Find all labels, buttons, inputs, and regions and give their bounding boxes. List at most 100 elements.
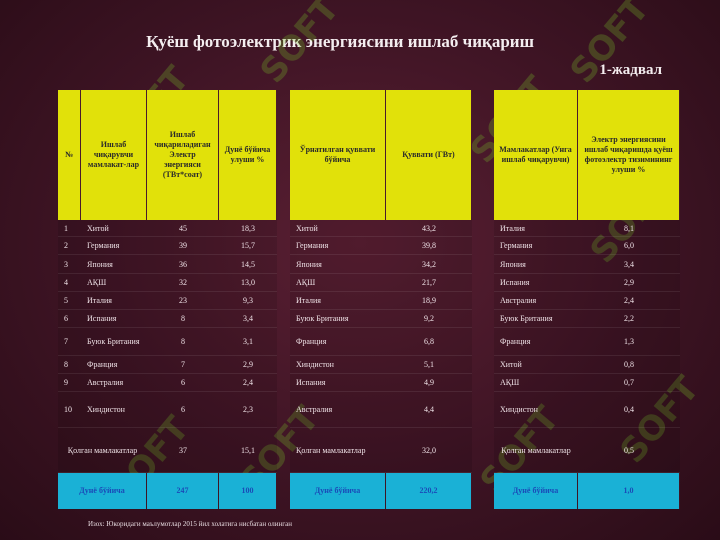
table-row: [494, 392, 680, 428]
footer-label-2: Дунё бўйича: [290, 473, 386, 509]
energy-value: 45: [179, 223, 187, 233]
footer-total-energy: 247: [147, 473, 219, 509]
header-share: Дунё бўйича улуши %: [219, 90, 277, 220]
producer-country: Франция: [87, 360, 118, 369]
capacity-value: 21,7: [422, 278, 436, 287]
table-row: [494, 220, 680, 237]
source-note: Изох: Юкоридаги маълумотлар 2015 йил хол…: [88, 520, 293, 528]
table-row: [494, 428, 680, 473]
grid-country: Испания: [500, 278, 530, 287]
table-row: [58, 274, 277, 292]
capacity-value: 5,1: [424, 360, 434, 369]
grid-share-value: 6,0: [624, 241, 634, 250]
share-value: 2,4: [243, 378, 253, 387]
capacity-value: 39,8: [422, 241, 436, 250]
footer-world-share: 1,0: [578, 473, 680, 509]
share-value: 2,3: [243, 405, 253, 414]
table-row: [290, 255, 472, 274]
share-value: 14,5: [241, 259, 255, 269]
row-number: 9: [64, 378, 68, 387]
row-number: 4: [64, 278, 68, 287]
energy-value: 32: [179, 278, 187, 287]
row-number: 7: [64, 337, 68, 346]
header-countries: Мамлакатлар (Унга ишлаб чиқарувчи): [494, 90, 578, 220]
capacity-value: 34,2: [422, 259, 436, 269]
table-row: [58, 428, 277, 473]
table-row: [494, 237, 680, 255]
installed-country: АҚШ: [296, 278, 316, 287]
grid-share-value: 0,4: [624, 405, 634, 414]
grid-country: Хиндистон: [500, 405, 538, 414]
capacity-value: 9,2: [424, 314, 434, 323]
capacity-value: 4,4: [424, 405, 434, 414]
grid-share-value: 3,4: [624, 259, 634, 269]
footer-total-capacity: 220,2: [386, 473, 472, 509]
table-row: [58, 220, 277, 237]
table-row: [290, 374, 472, 392]
energy-value: 36: [179, 259, 187, 269]
header-energy: Ишлаб чиқариладиган Электр энергияси (ТВ…: [147, 90, 219, 220]
installed-country: Австралия: [296, 405, 333, 414]
share-value: 18,3: [241, 223, 255, 233]
row-number: 3: [64, 259, 68, 269]
table-row: [290, 356, 472, 374]
grid-share-value: 1,3: [624, 337, 634, 346]
installed-country: Қолган мамлакатлар: [296, 445, 366, 455]
header-num: №: [58, 90, 81, 220]
capacity-value: 43,2: [422, 223, 436, 233]
grid-country: Хитой: [500, 360, 522, 369]
table-row: [290, 292, 472, 310]
energy-value: 8: [181, 314, 185, 323]
page-title: Қуёш фотоэлектрик энергиясини ишлаб чиқа…: [146, 32, 534, 51]
header-installed: Ўрнатилган қуввати бўйича: [290, 90, 386, 220]
grid-country: Франция: [500, 337, 531, 346]
grid-country: Италия: [500, 223, 525, 233]
share-value: 15,7: [241, 241, 255, 250]
energy-value: 23: [179, 296, 187, 305]
header-capacity: Қуввати (ГВт): [386, 90, 472, 220]
capacity-value: 18,9: [422, 296, 436, 305]
producer-country: Хитой: [87, 223, 109, 233]
table-row: [58, 374, 277, 392]
table-row: [494, 274, 680, 292]
energy-value: 6: [181, 405, 185, 414]
grid-country: Буюк Британия: [500, 314, 553, 323]
table-row: [58, 392, 277, 428]
installed-country: Буюк Британия: [296, 314, 349, 323]
energy-value: 39: [179, 241, 187, 250]
table-row: [58, 356, 277, 374]
capacity-value: 32,0: [422, 445, 436, 455]
row-number: 5: [64, 296, 68, 305]
footer-total-share: 100: [219, 473, 277, 509]
row-number: 2: [64, 241, 68, 250]
grid-country: Япония: [500, 259, 526, 269]
footer-label-3: Дунё бўйича: [494, 473, 578, 509]
table-row: [290, 274, 472, 292]
producer-country: Испания: [87, 314, 117, 323]
grid-share-value: 2,2: [624, 314, 634, 323]
table-row: [58, 328, 277, 356]
table-row: [494, 356, 680, 374]
table-row: [290, 328, 472, 356]
table-row: [494, 310, 680, 328]
share-value: 15,1: [241, 445, 255, 455]
grid-country: АҚШ: [500, 378, 520, 387]
capacity-value: 4,9: [424, 378, 434, 387]
grid-share-value: 8,1: [624, 223, 634, 233]
row-number: 8: [64, 360, 68, 369]
energy-value: 37: [179, 445, 187, 455]
installed-country: Италия: [296, 296, 321, 305]
energy-value: 8: [181, 337, 185, 346]
grid-country: Германия: [500, 241, 533, 250]
installed-country: Хиндистон: [296, 360, 334, 369]
table-row: [58, 292, 277, 310]
share-value: 13,0: [241, 278, 255, 287]
producer-country: Австралия: [87, 378, 124, 387]
table-row: [494, 255, 680, 274]
share-value: 3,4: [243, 314, 253, 323]
share-value: 2,9: [243, 360, 253, 369]
producer-country: Япония: [87, 259, 113, 269]
installed-country: Испания: [296, 378, 326, 387]
producer-country: АҚШ: [87, 278, 107, 287]
table-row: [494, 374, 680, 392]
